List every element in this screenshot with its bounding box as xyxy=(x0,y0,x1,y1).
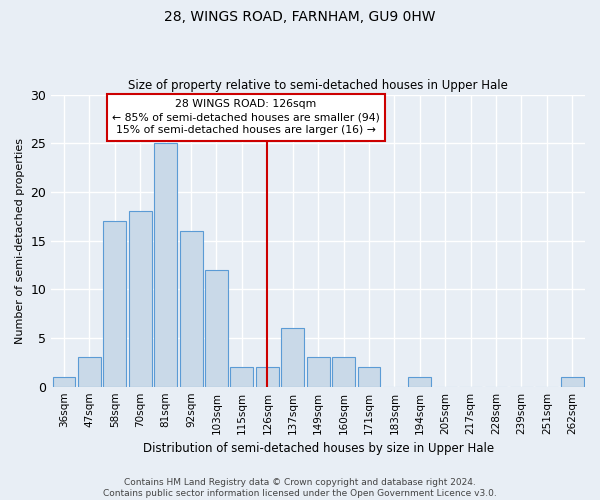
Bar xyxy=(179,231,203,386)
Text: Contains HM Land Registry data © Crown copyright and database right 2024.
Contai: Contains HM Land Registry data © Crown c… xyxy=(103,478,497,498)
Bar xyxy=(561,377,584,386)
X-axis label: Distribution of semi-detached houses by size in Upper Hale: Distribution of semi-detached houses by … xyxy=(143,442,494,455)
Bar xyxy=(205,270,228,386)
Bar xyxy=(103,221,126,386)
Bar xyxy=(409,377,431,386)
Text: 28, WINGS ROAD, FARNHAM, GU9 0HW: 28, WINGS ROAD, FARNHAM, GU9 0HW xyxy=(164,10,436,24)
Bar xyxy=(256,367,279,386)
Bar xyxy=(154,143,177,386)
Y-axis label: Number of semi-detached properties: Number of semi-detached properties xyxy=(15,138,25,344)
Bar xyxy=(129,212,152,386)
Bar xyxy=(78,358,101,386)
Bar xyxy=(358,367,380,386)
Text: 28 WINGS ROAD: 126sqm
← 85% of semi-detached houses are smaller (94)
15% of semi: 28 WINGS ROAD: 126sqm ← 85% of semi-deta… xyxy=(112,99,380,136)
Bar xyxy=(230,367,253,386)
Bar xyxy=(307,358,329,386)
Title: Size of property relative to semi-detached houses in Upper Hale: Size of property relative to semi-detach… xyxy=(128,79,508,92)
Bar xyxy=(281,328,304,386)
Bar xyxy=(332,358,355,386)
Bar xyxy=(53,377,76,386)
